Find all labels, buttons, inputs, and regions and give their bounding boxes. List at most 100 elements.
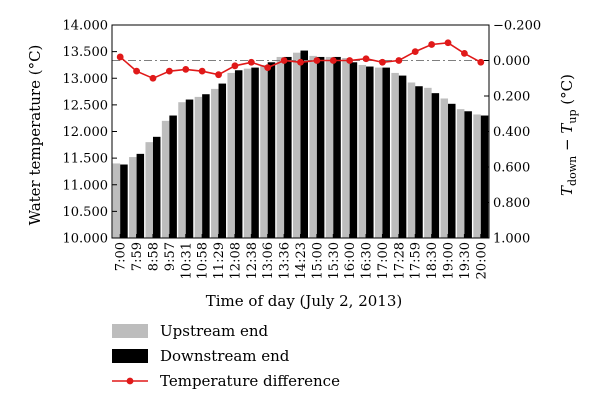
y-right-tick-label: 0.600 [493,161,530,176]
y-left-tick-label: 12.500 [63,98,109,113]
bar-upstream-10:58 [194,96,203,238]
x-tick-label: 7:00 [114,242,129,271]
y-axis-left-title: Water temperature (°C) [26,45,44,226]
x-tick-label: 14:23 [294,242,309,279]
y-left-tick-label: 10.000 [63,232,109,247]
bar-upstream-7:00 [112,163,121,238]
bar-upstream-15:30 [325,56,334,239]
x-tick-label: 10:58 [196,242,211,279]
difference-point-13:06 [264,64,272,71]
bar-upstream-10:31 [178,102,186,239]
bar-downstream-11:29 [218,83,227,238]
bar-downstream-7:59 [136,153,145,238]
y-left-tick-label: 10.500 [63,205,109,220]
bar-upstream-14:23 [293,52,301,238]
difference-point-17:59 [411,48,419,56]
bar-upstream-7:59 [129,157,137,238]
bar-upstream-19:30 [456,109,465,238]
x-tick-label: 12:38 [245,242,260,279]
bar-upstream-12:38 [243,68,252,238]
legend-label-1: Downstream end [160,347,290,365]
bar-upstream-8:58 [145,142,153,238]
difference-point-8:58 [149,74,157,82]
bar-upstream-20:00 [473,114,481,238]
bar-upstream-12:08 [227,72,235,238]
bar-upstream-17:59 [407,82,416,238]
bar-upstream-18:30 [424,87,432,239]
bar-downstream-10:31 [185,99,194,238]
bar-downstream-16:00 [349,62,358,239]
y-right-tick-label: 0.000 [493,54,530,69]
difference-point-15:30 [329,57,337,64]
bar-downstream-14:23 [300,50,308,239]
bar-upstream-17:00 [374,67,383,238]
x-tick-label: 17:59 [409,242,424,279]
difference-point-17:28 [395,57,403,64]
x-tick-label: 15:00 [310,242,325,279]
bar-upstream-13:36 [276,56,285,239]
bar-downstream-15:00 [316,56,325,239]
y-left-tick-label: 12.000 [63,125,109,140]
bar-upstream-17:28 [391,72,399,238]
difference-point-12:08 [231,62,239,70]
difference-point-16:30 [362,55,370,63]
x-axis-title: Time of day (July 2, 2013) [206,292,402,310]
x-tick-label: 17:28 [392,242,407,279]
x-tick-label: 17:00 [376,242,391,279]
y-left-tick-label: 11.000 [63,178,109,193]
difference-point-17:00 [379,58,386,66]
bar-downstream-19:30 [464,111,472,238]
bar-downstream-15:30 [333,56,341,239]
y-right-tick-label: 0.200 [493,90,530,105]
difference-point-11:29 [215,71,222,79]
bar-downstream-13:06 [267,62,276,239]
x-tick-label: 20:00 [474,242,489,279]
bar-upstream-9:57 [161,120,170,238]
difference-point-18:30 [428,41,436,48]
difference-point-12:38 [247,58,255,66]
bar-downstream-18:30 [431,93,440,238]
difference-point-7:59 [133,67,140,75]
bar-downstream-17:59 [415,86,423,238]
difference-point-13:36 [280,57,288,64]
legend-label-2: Temperature difference [160,372,340,390]
y-left-tick-label: 13.000 [63,72,109,87]
legend-swatch-difference-marker [126,377,134,385]
difference-point-20:00 [477,58,485,66]
legend-swatch-downstream [112,349,148,363]
legend: Upstream end Downstream end Temperature di… [112,322,340,390]
difference-point-16:00 [346,57,354,64]
x-tick-label: 10:31 [179,242,194,279]
bar-downstream-9:57 [169,115,177,238]
y-right-tick-label: 0.400 [493,125,530,140]
bar-upstream-16:30 [358,64,367,238]
x-tick-label: 12:08 [228,242,243,279]
difference-point-19:30 [461,50,468,57]
bar-downstream-17:28 [398,75,407,239]
bar-downstream-20:00 [480,115,489,238]
y-axis-right-title: Tdown − Tup (°C) [558,74,579,196]
x-tick-label: 16:30 [360,242,375,279]
difference-point-7:00 [116,53,124,61]
bar-upstream-11:29 [211,88,219,239]
bar-downstream-12:38 [251,67,259,238]
difference-point-9:57 [165,67,173,75]
bar-downstream-19:00 [448,103,456,238]
x-tick-label: 13:36 [278,242,293,279]
bar-downstream-10:58 [202,94,210,238]
y-right-tick-label: −0.200 [493,19,541,34]
x-tick-label: 13:06 [261,242,276,279]
bar-upstream-19:00 [440,98,449,238]
x-tick-label: 7:59 [130,242,145,271]
difference-point-10:58 [198,67,206,75]
difference-point-15:00 [313,57,321,64]
bar-downstream-7:00 [120,164,128,238]
y-axis-right-title-text: Tdown − Tup (°C) [558,74,579,196]
bar-downstream-13:36 [284,56,292,239]
difference-point-14:23 [297,58,304,66]
y-left-tick-label: 11.500 [63,152,109,167]
x-tick-label: 11:29 [212,242,227,279]
legend-label-0: Upstream end [160,322,268,340]
